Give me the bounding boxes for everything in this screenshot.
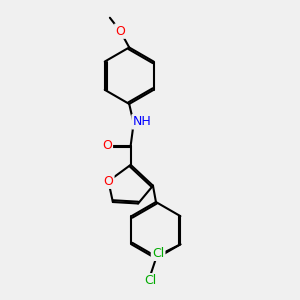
Text: O: O [115, 25, 125, 38]
Text: Cl: Cl [144, 274, 156, 287]
Text: O: O [102, 139, 112, 152]
Text: Cl: Cl [152, 247, 164, 260]
Text: NH: NH [133, 115, 152, 128]
Text: O: O [103, 175, 113, 188]
